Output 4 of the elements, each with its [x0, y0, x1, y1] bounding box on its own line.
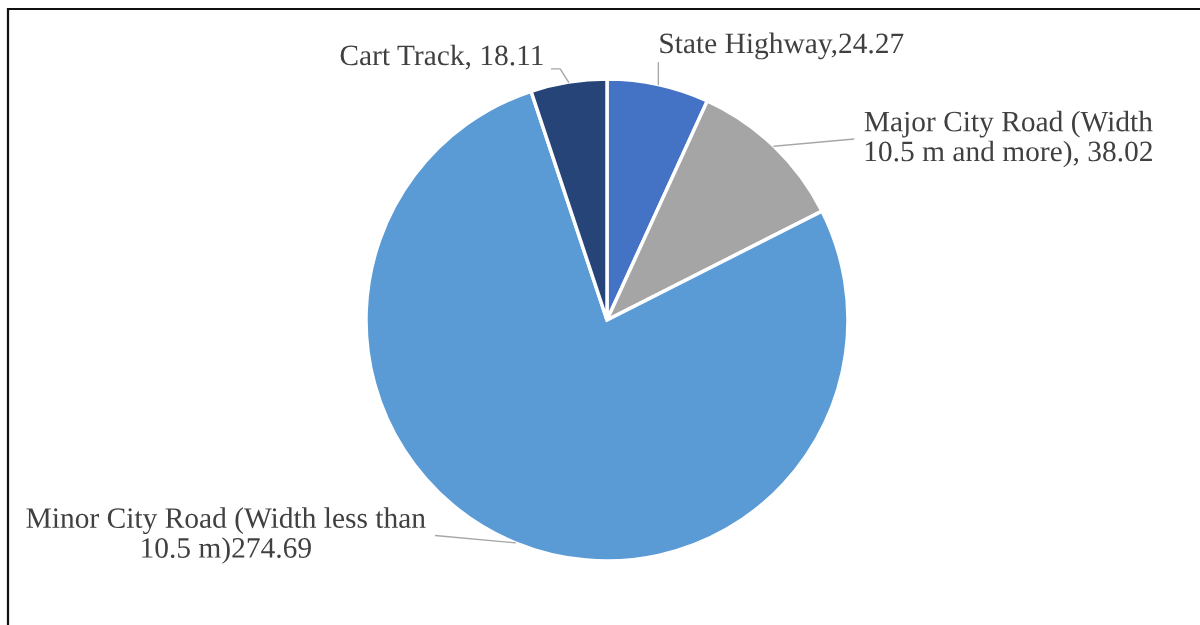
slice-label: State Highway,24.27	[660, 32, 904, 60]
slice-label: Minor City Road (Width less than 10.5 m)274.69	[26, 507, 426, 564]
slice-label: Major City Road (Width 10.5 m and more), 38.02	[864, 110, 1153, 168]
slice-label: Cart Track, 18.11	[340, 44, 543, 70]
